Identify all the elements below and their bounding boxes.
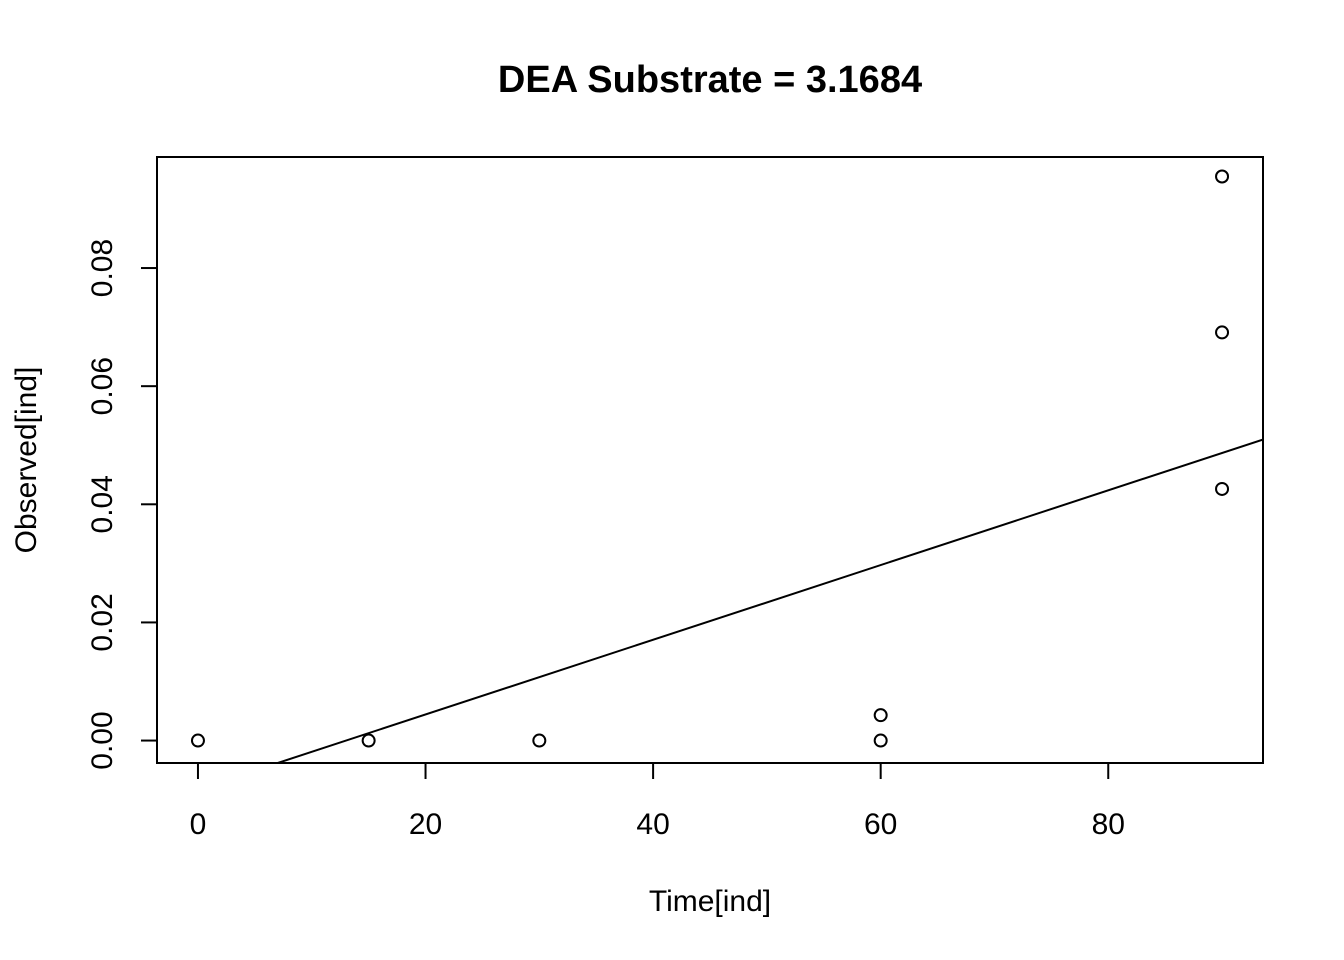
x-tick-label: 0 [190,808,207,841]
plot-frame [156,156,1264,764]
x-tick-label: 40 [636,808,669,841]
y-tick-label: 0.06 [86,357,119,415]
data-point [873,708,888,723]
x-tick-label: 80 [1092,808,1125,841]
fit-line-layer [274,438,1263,763]
data-point [873,733,888,748]
x-axis-label: Time[ind] [649,885,771,918]
y-tick-label: 0.02 [86,593,119,651]
y-axis: 0.00 0.02 0.04 0.06 0.08 [86,239,158,770]
x-tick-label: 20 [409,808,442,841]
chart-title: DEA Substrate = 3.1684 [498,59,922,101]
data-point [190,733,205,748]
data-point [532,733,547,748]
y-axis-label: Observed[ind] [10,367,43,554]
y-tick-label: 0.04 [86,475,119,533]
data-point [1215,325,1230,340]
y-tick-label: 0.00 [86,711,119,769]
data-point [1215,169,1230,184]
y-tick-label: 0.08 [86,239,119,297]
x-tick-label: 60 [864,808,897,841]
x-axis: 0 20 40 60 80 [190,762,1125,841]
data-point [1215,481,1230,496]
data-point [361,733,376,748]
regression-line [274,438,1263,763]
data-points-layer [190,169,1230,748]
